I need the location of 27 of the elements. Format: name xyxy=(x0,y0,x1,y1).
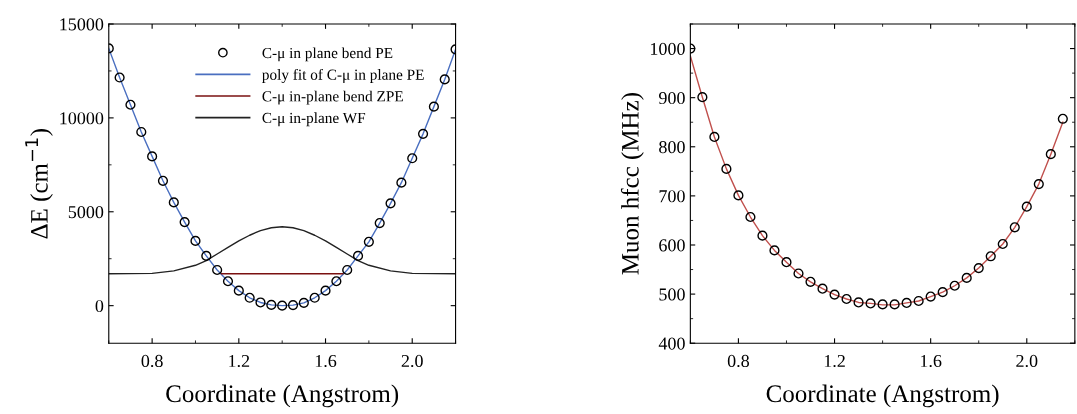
x-tick-label: 1.6 xyxy=(920,354,942,368)
x-axis-title: Coordinate (Angstrom) xyxy=(766,384,999,408)
y-tick-label: 15000 xyxy=(60,18,104,31)
x-tick-label: 0.8 xyxy=(141,354,163,368)
y-tick-label: 900 xyxy=(658,91,685,105)
x-tick-label: 1.2 xyxy=(229,354,250,368)
y-axis-title: ΔE (cm$^{−1}$) xyxy=(25,129,53,239)
x-tick-label: 2.0 xyxy=(401,354,423,368)
x-tick-label: 2.0 xyxy=(1016,354,1038,368)
y-tick-label: 500 xyxy=(659,288,685,301)
legend-label: C-μ in-plane bend ZPE xyxy=(262,90,403,105)
x-tick-label: 0.8 xyxy=(727,354,750,368)
y-tick-label: 600 xyxy=(659,239,685,252)
x-tick-label: 1.2 xyxy=(824,354,845,368)
x-axis-title: Coordinate (Angstrom) xyxy=(166,384,399,408)
y-tick-label: 700 xyxy=(659,190,685,203)
legend-label: C-μ in-plane WF xyxy=(262,112,366,127)
y-tick-label: 800 xyxy=(659,141,685,154)
y-axis-title: Muon hfcc (MHz) xyxy=(620,93,644,275)
y-tick-label: 10000 xyxy=(60,112,104,125)
y-tick-label: 400 xyxy=(658,337,685,350)
y-tick-label: 0 xyxy=(95,299,104,313)
legend-label: poly fit of C-μ in plane PE xyxy=(262,68,424,83)
x-tick-label: 1.6 xyxy=(315,354,337,368)
legend-label: C-μ in plane bend PE xyxy=(262,47,393,62)
y-tick-label: 5000 xyxy=(68,206,104,219)
y-tick-label: 1000 xyxy=(650,42,685,56)
